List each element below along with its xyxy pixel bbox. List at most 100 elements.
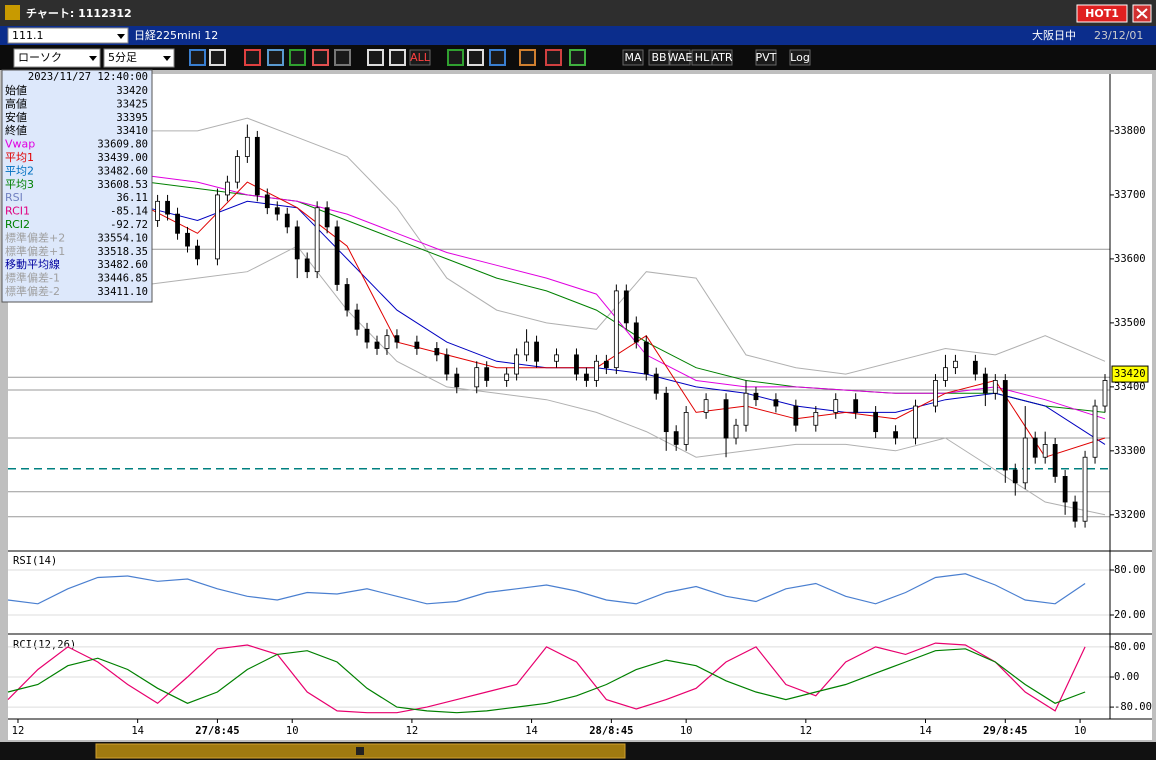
info-label: 標準偏差-2 bbox=[5, 284, 60, 298]
tool-icon[interactable] bbox=[209, 49, 226, 66]
candle-body bbox=[1022, 437, 1028, 484]
candle-body bbox=[324, 207, 330, 228]
y-tick-label: 80.00 bbox=[1114, 564, 1146, 576]
y-tick-label: 33600 bbox=[1114, 253, 1146, 265]
tool-icon[interactable] bbox=[545, 49, 562, 66]
info-label: 平均2 bbox=[5, 164, 34, 177]
dropdown-arrow bbox=[117, 34, 125, 39]
scroll-grip bbox=[356, 747, 364, 755]
info-value: 33446.85 bbox=[97, 273, 148, 285]
candle-body bbox=[893, 431, 898, 439]
candle-body bbox=[334, 226, 340, 285]
candle-body bbox=[743, 392, 749, 426]
y-tick-label: 33800 bbox=[1114, 125, 1146, 137]
info-label: Vwap bbox=[5, 138, 35, 151]
candle-body bbox=[913, 405, 918, 439]
tool-icon[interactable] bbox=[244, 49, 261, 66]
tool-icon[interactable] bbox=[447, 49, 464, 66]
tool-icon[interactable] bbox=[289, 49, 306, 66]
tool-button-label: ATR bbox=[711, 51, 732, 64]
panel-title: RCI(12,26) bbox=[13, 639, 76, 651]
tool-icon[interactable] bbox=[467, 49, 484, 66]
x-tick-label: 10 bbox=[286, 725, 299, 737]
y-tick-label: 33400 bbox=[1114, 381, 1146, 393]
info-label: 平均1 bbox=[5, 151, 34, 164]
tool-icon[interactable] bbox=[367, 49, 384, 66]
info-value: 33411.10 bbox=[97, 286, 148, 298]
candle-body bbox=[534, 341, 539, 362]
candle-body bbox=[953, 360, 958, 369]
candle-body bbox=[484, 367, 490, 381]
candle-body bbox=[444, 354, 450, 375]
candle-body bbox=[1012, 469, 1018, 484]
y-tick-label: 80.00 bbox=[1114, 641, 1146, 653]
tool-button-label: PVT bbox=[756, 51, 777, 64]
candle-body bbox=[593, 360, 599, 381]
select[interactable] bbox=[13, 48, 101, 68]
title-bar bbox=[0, 0, 1156, 26]
candle-body bbox=[1002, 380, 1008, 471]
candle-body bbox=[584, 373, 589, 381]
tool-button[interactable] bbox=[711, 49, 733, 66]
symbol-input[interactable] bbox=[7, 27, 129, 44]
select[interactable] bbox=[103, 48, 175, 68]
price-tag bbox=[1111, 365, 1149, 383]
y-tick-label: 33700 bbox=[1114, 189, 1146, 201]
candle-body bbox=[394, 335, 400, 343]
info-value: 33420 bbox=[116, 85, 148, 97]
tool-button-label: MA bbox=[624, 51, 641, 64]
candle-body bbox=[992, 380, 998, 394]
x-tick-label: 27/8:45 bbox=[195, 725, 239, 737]
candle-body bbox=[673, 431, 679, 445]
candle-body bbox=[1032, 437, 1038, 458]
info-value: 33410 bbox=[116, 125, 148, 137]
tool-button[interactable] bbox=[755, 49, 777, 66]
tool-button-label: BB bbox=[651, 51, 666, 64]
candle-body bbox=[225, 181, 230, 196]
tool-button[interactable] bbox=[622, 49, 644, 66]
tool-icon[interactable] bbox=[519, 49, 536, 66]
tool-icon[interactable] bbox=[569, 49, 586, 66]
close-icon bbox=[1136, 8, 1148, 19]
candle-body bbox=[175, 213, 180, 234]
x-tick-label: 10 bbox=[680, 725, 693, 737]
info-label: 標準偏差+1 bbox=[5, 244, 65, 258]
candle-body bbox=[723, 399, 729, 439]
tool-icon[interactable] bbox=[189, 49, 206, 66]
panel-title: RSI(14) bbox=[13, 555, 57, 567]
candle-body bbox=[155, 200, 160, 221]
candle-body bbox=[344, 284, 350, 311]
y-tick-label: -80.00 bbox=[1114, 701, 1152, 713]
candle-body bbox=[514, 354, 520, 375]
x-tick-label: 12 bbox=[12, 725, 25, 737]
tool-button[interactable] bbox=[648, 49, 670, 66]
tool-icon[interactable] bbox=[267, 49, 284, 66]
tool-icon[interactable] bbox=[389, 49, 406, 66]
indicator-line bbox=[7, 573, 1086, 605]
info-label: RSI bbox=[5, 191, 23, 204]
symbol-input-text: 111.1 bbox=[12, 29, 44, 42]
info-label: 移動平均線 bbox=[5, 257, 60, 271]
tool-button-label: HL bbox=[695, 51, 710, 64]
price-tag-label: 33420 bbox=[1114, 368, 1146, 380]
tool-button[interactable] bbox=[669, 49, 691, 66]
info-label: 標準偏差+2 bbox=[5, 230, 65, 244]
info-value: 33482.60 bbox=[97, 259, 148, 271]
candle-body bbox=[1102, 380, 1108, 407]
tool-button[interactable] bbox=[409, 49, 431, 66]
hot-button[interactable] bbox=[1076, 4, 1128, 23]
info-value: 33425 bbox=[116, 98, 148, 110]
candle-body bbox=[574, 354, 579, 375]
candle-body bbox=[613, 290, 619, 369]
indicator-line bbox=[147, 245, 1106, 516]
x-tick-label: 14 bbox=[525, 725, 538, 737]
tool-icon[interactable] bbox=[312, 49, 329, 66]
hot-label: HOT1 bbox=[1085, 7, 1119, 20]
tool-icon[interactable] bbox=[334, 49, 351, 66]
candle-body bbox=[982, 373, 988, 394]
tool-icon[interactable] bbox=[489, 49, 506, 66]
info-value: 33395 bbox=[116, 112, 148, 124]
candle-body bbox=[374, 341, 380, 349]
tool-button[interactable] bbox=[789, 49, 811, 66]
